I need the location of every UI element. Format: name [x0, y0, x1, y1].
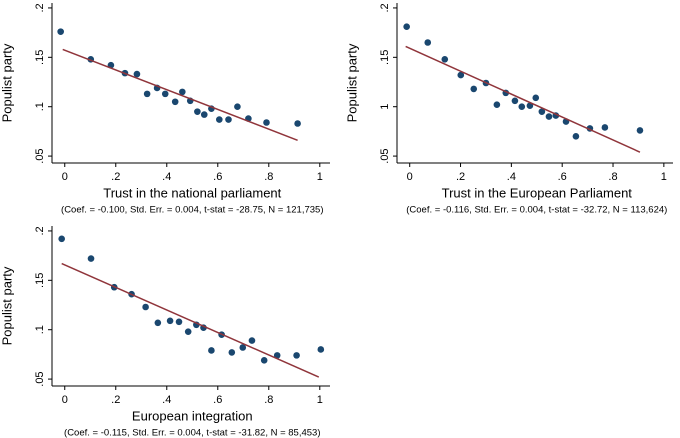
- point: [545, 113, 553, 120]
- point: [87, 255, 95, 262]
- point: [317, 346, 325, 353]
- point: [184, 328, 192, 335]
- y-tick-label: .15: [34, 273, 46, 288]
- point: [403, 23, 410, 31]
- point: [260, 357, 268, 364]
- y-tick-label: .1: [34, 325, 46, 334]
- point: [424, 39, 432, 46]
- point: [263, 119, 270, 126]
- point: [518, 103, 526, 111]
- x-axis-title: Trust in the national parliament: [103, 185, 281, 200]
- fit-line: [61, 262, 320, 378]
- stats-note: (Coef. = -0.100, Std. Err. = 0.004, t-st…: [61, 205, 323, 216]
- x-tick-label: .2: [111, 394, 120, 406]
- y-tick-label: .15: [379, 50, 391, 65]
- point: [57, 28, 64, 35]
- x-tick-label: 0: [62, 394, 68, 406]
- point: [234, 103, 241, 111]
- x-tick-label: .8: [264, 394, 273, 406]
- y-tick-label: 1: [379, 104, 391, 110]
- y-tick-label: .1: [34, 102, 46, 111]
- y-axis-title: Populist party: [0, 266, 14, 345]
- x-tick-label: .6: [213, 394, 222, 406]
- stats-note: (Coef. = -0.116, Std. Err. = 0.004, t-st…: [406, 205, 667, 216]
- point: [216, 116, 223, 123]
- point: [636, 127, 644, 134]
- point: [493, 101, 501, 109]
- y-tick-label: .05: [34, 148, 46, 163]
- point: [143, 90, 151, 98]
- point: [161, 90, 169, 98]
- point: [208, 347, 215, 354]
- point: [142, 303, 149, 311]
- fit-line: [62, 48, 298, 141]
- point: [239, 344, 247, 351]
- point: [532, 94, 540, 102]
- x-tick-label: 0: [62, 171, 68, 183]
- x-tick-label: .2: [111, 171, 120, 183]
- fit-line: [405, 45, 641, 153]
- point: [538, 108, 546, 115]
- point: [225, 116, 232, 123]
- x-tick-label: .4: [507, 171, 516, 183]
- point: [601, 124, 609, 131]
- point: [228, 349, 236, 356]
- x-tick-label: 0: [407, 171, 413, 183]
- x-axis-title: European integration: [132, 408, 253, 423]
- point: [248, 337, 256, 344]
- x-tick-label: .6: [558, 171, 567, 183]
- point: [511, 97, 519, 105]
- point: [572, 133, 580, 140]
- point: [171, 98, 179, 106]
- point: [179, 88, 186, 96]
- x-tick-label: 1: [661, 171, 667, 183]
- y-tick-label: .15: [34, 50, 46, 65]
- point: [273, 352, 281, 359]
- x-tick-label: .4: [162, 171, 171, 183]
- stats-note: (Coef. = -0.115, Std. Err. = 0.004, t-st…: [64, 428, 320, 438]
- point: [457, 71, 465, 79]
- y-tick-label: .2: [34, 3, 46, 12]
- y-tick-label: .2: [34, 226, 46, 235]
- point: [441, 55, 449, 63]
- point: [194, 108, 201, 115]
- point: [133, 70, 141, 78]
- point: [470, 85, 478, 93]
- point: [58, 235, 65, 243]
- x-tick-label: .6: [213, 171, 222, 183]
- point: [166, 317, 174, 325]
- x-tick-label: 1: [317, 171, 323, 183]
- y-tick-label: .05: [379, 148, 391, 163]
- x-tick-label: .2: [456, 171, 465, 183]
- y-tick-label: .05: [34, 371, 46, 386]
- point: [175, 318, 183, 326]
- point: [294, 120, 301, 127]
- point: [154, 319, 162, 327]
- point: [293, 352, 300, 359]
- x-axis-title: Trust in the European Parliament: [442, 185, 633, 200]
- y-tick-label: .2: [379, 3, 391, 12]
- x-tick-label: .4: [162, 394, 171, 406]
- x-tick-label: 1: [317, 394, 323, 406]
- y-axis-title: Populist party: [0, 43, 14, 122]
- point: [200, 111, 208, 118]
- x-tick-label: .8: [264, 171, 273, 183]
- x-tick-label: .8: [608, 171, 617, 183]
- y-axis-title: Populist party: [344, 43, 359, 122]
